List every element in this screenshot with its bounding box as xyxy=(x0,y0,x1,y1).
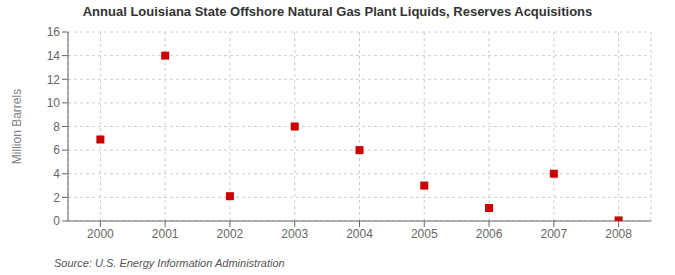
html-text:Annual Louisiana State Offshor: Annual Louisiana State Offshore Natural … xyxy=(82,4,593,19)
svg-text:4: 4 xyxy=(53,167,60,181)
svg-text:10: 10 xyxy=(47,96,61,110)
svg-text:0: 0 xyxy=(53,214,60,228)
svg-text:2006: 2006 xyxy=(476,227,503,241)
svg-text:2005: 2005 xyxy=(411,227,438,241)
svg-text:2000: 2000 xyxy=(87,227,114,241)
svg-text:2007: 2007 xyxy=(540,227,567,241)
svg-text:8: 8 xyxy=(53,120,60,134)
svg-text:Million Barrels: Million Barrels xyxy=(10,89,24,164)
svg-text:12: 12 xyxy=(47,73,61,87)
svg-text:16: 16 xyxy=(47,25,61,39)
svg-text:2008: 2008 xyxy=(605,227,632,241)
svg-text:2001: 2001 xyxy=(152,227,179,241)
svg-text:2003: 2003 xyxy=(281,227,308,241)
svg-text:2: 2 xyxy=(53,191,60,205)
html-text:Source: U.S. Energy Informatio: Source: U.S. Energy Information Administ… xyxy=(54,257,285,269)
svg-text:6: 6 xyxy=(53,143,60,157)
svg-text:14: 14 xyxy=(47,49,61,63)
svg-text:2004: 2004 xyxy=(346,227,373,241)
svg-text:2002: 2002 xyxy=(217,227,244,241)
